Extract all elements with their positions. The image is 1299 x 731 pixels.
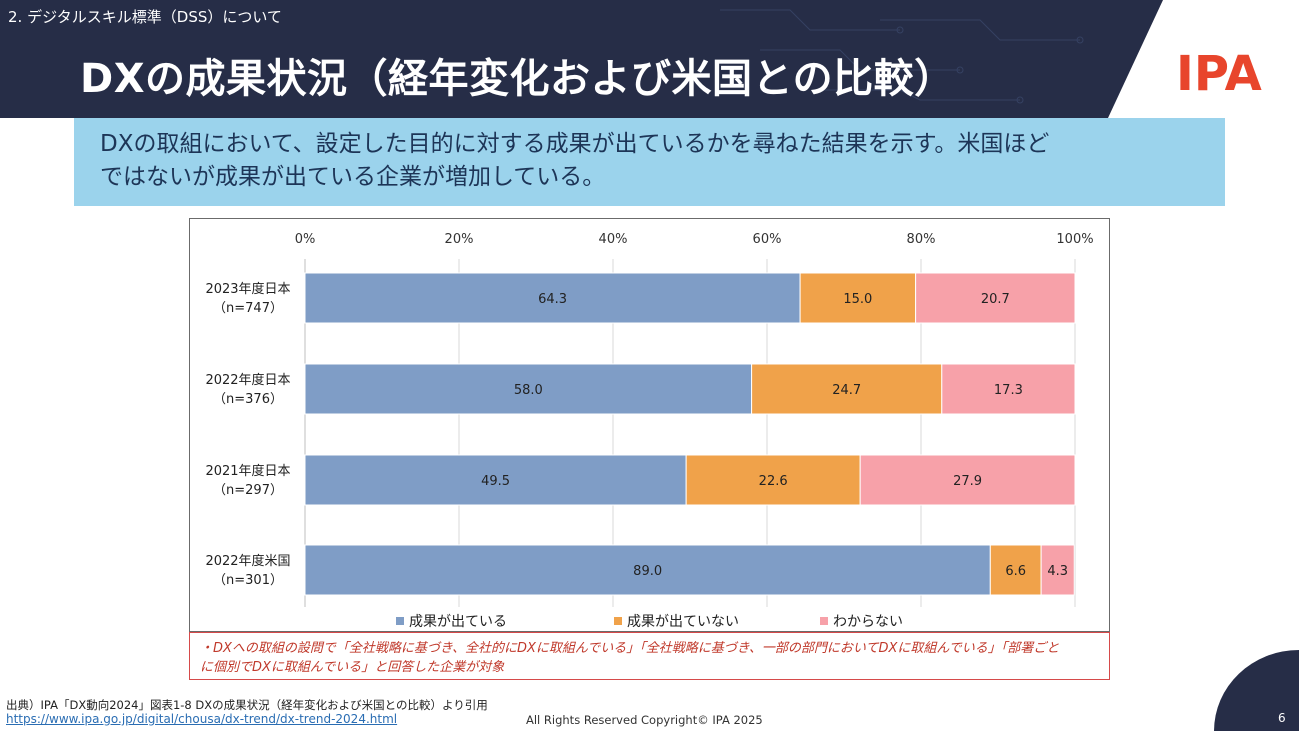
ipa-logo: IPA — [1176, 46, 1262, 102]
summary-box: DXの取組において、設定した目的に対する成果が出ているかを尋ねた結果を示す。米国… — [74, 118, 1225, 206]
category-sample-size: （n=747） — [213, 301, 283, 316]
legend-swatch — [396, 617, 404, 625]
summary-line-2: ではないが成果が出ている企業が増加している。 — [100, 164, 606, 190]
data-label: 4.3 — [1047, 564, 1068, 579]
note-line-2: に個別でDXに取組んでいる」と回答した企業が対象 — [200, 660, 505, 675]
data-label: 49.5 — [481, 474, 510, 489]
x-tick-label: 40% — [599, 232, 628, 247]
source-link[interactable]: https://www.ipa.go.jp/digital/chousa/dx-… — [6, 712, 398, 726]
category-sample-size: （n=376） — [213, 392, 283, 407]
stacked-bar-chart: 0% 20% 40% 60% 80% 100% 64.3 15.0 20.7 2023年度日本 （n… — [205, 232, 1093, 630]
category-label: 2022年度米国 — [205, 553, 290, 569]
copyright-text: All Rights Reserved Copyright© IPA 2025 — [526, 713, 763, 727]
data-label: 64.3 — [538, 292, 567, 307]
x-tick-label: 0% — [295, 232, 316, 247]
data-label: 89.0 — [633, 564, 662, 579]
note-box: ・DXへの取組の設問で「全社戦略に基づき、全社的にDXに取組んでいる」「全社戦略… — [189, 632, 1110, 680]
page-number: 6 — [1278, 711, 1286, 725]
page-title: DXの成果状況（経年変化および米国との比較） — [80, 56, 955, 102]
x-tick-label: 80% — [907, 232, 936, 247]
x-tick-label: 60% — [753, 232, 782, 247]
data-label: 22.6 — [759, 474, 788, 489]
category-label: 2023年度日本 — [205, 281, 290, 297]
category-label: 2022年度日本 — [205, 372, 290, 388]
header-background — [0, 0, 1163, 118]
bar-segment — [941, 363, 1076, 415]
data-label: 17.3 — [994, 383, 1023, 398]
legend-swatch — [614, 617, 622, 625]
bar-segment — [304, 363, 753, 415]
legend-label: 成果が出ている — [409, 614, 507, 630]
data-label: 6.6 — [1005, 564, 1026, 579]
bar-segment — [304, 544, 991, 596]
bar-segment — [685, 454, 861, 506]
bar-segment — [799, 272, 917, 324]
bar-segment — [915, 272, 1076, 324]
section-label: 2. デジタルスキル標準（DSS）について — [8, 8, 282, 26]
note-line-1: ・DXへの取組の設問で「全社戦略に基づき、全社的にDXに取組んでいる」「全社戦略… — [200, 641, 1060, 656]
data-label: 58.0 — [514, 383, 543, 398]
data-label: 27.9 — [953, 474, 982, 489]
bar-segment — [304, 272, 801, 324]
category-sample-size: （n=301） — [213, 573, 283, 588]
bar-segment — [304, 454, 687, 506]
header-band: 2. デジタルスキル標準（DSS）について DXの成果状況（経年変化および米国と… — [0, 0, 1299, 118]
x-tick-label: 20% — [445, 232, 474, 247]
bar-segment — [1040, 544, 1075, 596]
bar-segment — [859, 454, 1076, 506]
legend-label: わからない — [833, 614, 903, 630]
legend-label: 成果が出ていない — [627, 614, 739, 630]
chart-frame: 0% 20% 40% 60% 80% 100% 64.3 15.0 20.7 2023年度日本 （n… — [189, 218, 1110, 632]
category-sample-size: （n=297） — [213, 483, 283, 498]
category-label: 2021年度日本 — [205, 463, 290, 479]
corner-decoration — [1214, 650, 1299, 731]
legend-swatch — [820, 617, 828, 625]
data-label: 24.7 — [832, 383, 861, 398]
data-label: 20.7 — [981, 292, 1010, 307]
data-label: 15.0 — [843, 292, 872, 307]
source-citation: 出典）IPA「DX動向2024」図表1-8 DXの成果状況（経年変化および米国と… — [6, 698, 488, 712]
summary-line-1: DXの取組において、設定した目的に対する成果が出ているかを尋ねた結果を示す。米国… — [100, 131, 1050, 157]
x-tick-label: 100% — [1056, 232, 1093, 247]
